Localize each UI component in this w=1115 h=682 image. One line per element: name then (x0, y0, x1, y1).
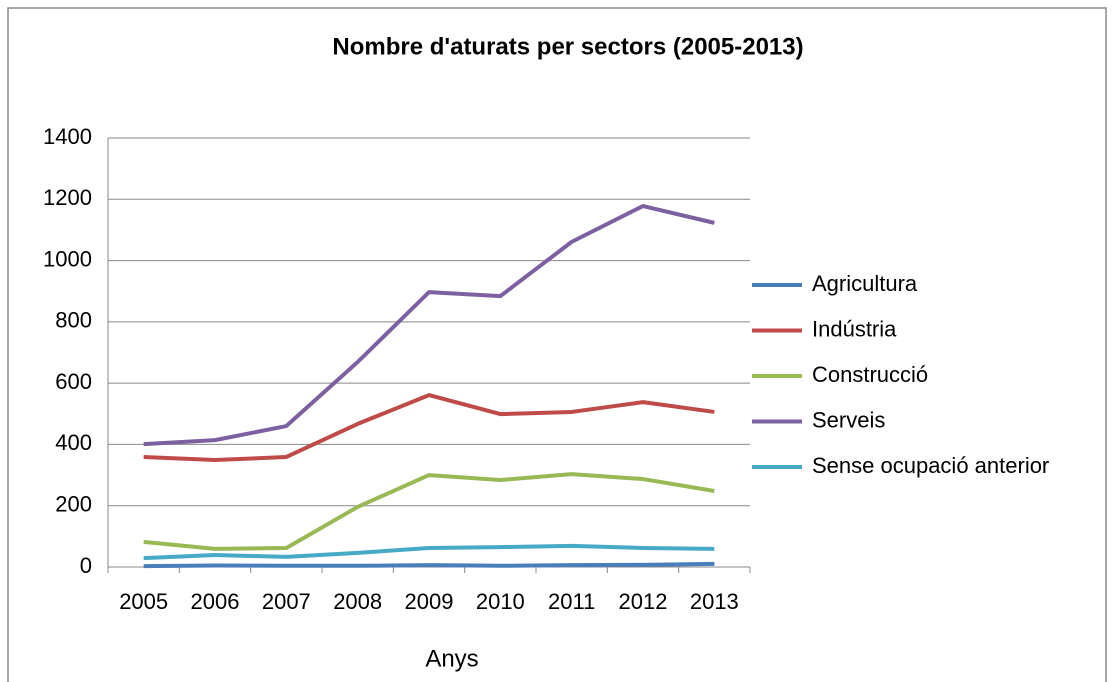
series-line (143, 543, 715, 561)
legend-label: Indústria (812, 316, 897, 341)
x-tick-label: 2007 (262, 589, 311, 614)
x-tick-label: 2013 (690, 589, 739, 614)
series-line (143, 393, 715, 463)
legend-label: Serveis (812, 407, 885, 432)
x-tick-label: 2006 (191, 589, 240, 614)
legend-label: Sense ocupació anterior (812, 453, 1049, 478)
series-line (143, 472, 715, 551)
x-axis-label: Anys (425, 645, 478, 672)
x-tick-label: 2008 (333, 589, 382, 614)
y-tick-label: 400 (55, 430, 92, 455)
y-tick-label: 600 (55, 369, 92, 394)
legend-label: Construcció (812, 362, 928, 387)
x-tick-label: 2009 (405, 589, 454, 614)
y-tick-label: 1000 (43, 246, 92, 271)
x-tick-label: 2011 (548, 589, 595, 614)
series-line (143, 204, 715, 447)
chart-title: Nombre d'aturats per sectors (2005-2013) (332, 33, 803, 60)
legend-label: Agricultura (812, 271, 918, 296)
y-tick-label: 1200 (43, 185, 92, 210)
chart-frame (7, 7, 1107, 682)
x-tick-label: 2010 (476, 589, 525, 614)
series-line (143, 561, 715, 569)
x-tick-label: 2005 (119, 589, 168, 614)
y-tick-label: 800 (55, 308, 92, 333)
x-tick-label: 2012 (619, 589, 668, 614)
y-tick-label: 1400 (43, 124, 92, 149)
y-tick-label: 200 (55, 492, 92, 517)
y-tick-label: 0 (80, 553, 92, 578)
